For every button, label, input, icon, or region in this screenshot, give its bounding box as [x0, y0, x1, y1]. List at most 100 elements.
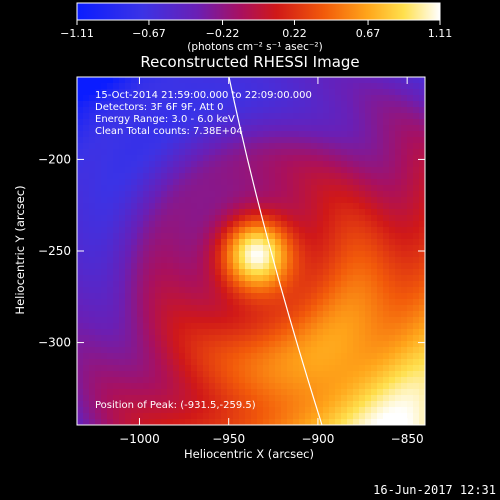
- heatmap-cell: [341, 89, 348, 96]
- heatmap-cell: [281, 215, 288, 222]
- heatmap-cell: [95, 251, 102, 258]
- heatmap-cell: [125, 263, 132, 270]
- heatmap-cell: [323, 191, 330, 198]
- heatmap-cell: [119, 389, 126, 396]
- heatmap-cell: [107, 281, 114, 288]
- heatmap-cell: [179, 113, 186, 120]
- heatmap-cell: [377, 215, 384, 222]
- heatmap-cell: [245, 353, 252, 360]
- heatmap-cell: [173, 203, 180, 210]
- heatmap-cell: [197, 83, 204, 90]
- heatmap-cell: [83, 203, 90, 210]
- heatmap-cell: [77, 197, 84, 204]
- heatmap-cell: [209, 257, 216, 264]
- heatmap-cell: [299, 83, 306, 90]
- heatmap-cell: [395, 131, 402, 138]
- heatmap-cell: [155, 395, 162, 402]
- heatmap-cell: [107, 371, 114, 378]
- heatmap-cell: [341, 347, 348, 354]
- heatmap-cell: [269, 155, 276, 162]
- heatmap-cell: [329, 239, 336, 246]
- heatmap-cell: [131, 245, 138, 252]
- heatmap-cell: [311, 227, 318, 234]
- heatmap-cell: [233, 239, 240, 246]
- heatmap-cell: [179, 125, 186, 132]
- heatmap-cell: [263, 299, 270, 306]
- heatmap-cell: [167, 185, 174, 192]
- heatmap-cell: [383, 317, 390, 324]
- heatmap-cell: [359, 359, 366, 366]
- heatmap-cell: [167, 323, 174, 330]
- heatmap-cell: [203, 185, 210, 192]
- heatmap-cell: [137, 101, 144, 108]
- heatmap-cell: [407, 269, 414, 276]
- heatmap-cell: [317, 347, 324, 354]
- heatmap-cell: [251, 311, 258, 318]
- heatmap-cell: [209, 359, 216, 366]
- heatmap-cell: [149, 209, 156, 216]
- heatmap-cell: [395, 143, 402, 150]
- heatmap-cell: [227, 209, 234, 216]
- heatmap-cell: [83, 89, 90, 96]
- heatmap-cell: [371, 401, 378, 408]
- heatmap-cell: [137, 179, 144, 186]
- heatmap-cell: [269, 113, 276, 120]
- heatmap-cell: [353, 401, 360, 408]
- heatmap-cell: [221, 389, 228, 396]
- heatmap-cell: [95, 77, 102, 84]
- heatmap-cell: [311, 281, 318, 288]
- heatmap-cell: [365, 239, 372, 246]
- heatmap-cell: [365, 311, 372, 318]
- heatmap-cell: [143, 251, 150, 258]
- heatmap-cell: [89, 83, 96, 90]
- heatmap-cell: [335, 221, 342, 228]
- heatmap-cell: [239, 275, 246, 282]
- heatmap-cell: [317, 137, 324, 144]
- heatmap-cell: [311, 167, 318, 174]
- heatmap-cell: [407, 137, 414, 144]
- heatmap-cell: [293, 173, 300, 180]
- heatmap-cell: [299, 119, 306, 126]
- heatmap-cell: [191, 245, 198, 252]
- heatmap-cell: [173, 299, 180, 306]
- heatmap-cell: [311, 239, 318, 246]
- heatmap-cell: [413, 113, 420, 120]
- heatmap-cell: [107, 125, 114, 132]
- heatmap-cell: [269, 371, 276, 378]
- heatmap-cell: [125, 377, 132, 384]
- heatmap-cell: [263, 281, 270, 288]
- heatmap-cell: [269, 263, 276, 270]
- heatmap-cell: [377, 221, 384, 228]
- heatmap-cell: [101, 125, 108, 132]
- heatmap-cell: [119, 137, 126, 144]
- heatmap-cell: [137, 155, 144, 162]
- heatmap-cell: [119, 251, 126, 258]
- heatmap-cell: [323, 395, 330, 402]
- heatmap-cell: [143, 191, 150, 198]
- heatmap-cell: [155, 95, 162, 102]
- heatmap-cell: [371, 131, 378, 138]
- heatmap-cell: [125, 251, 132, 258]
- heatmap-cell: [233, 383, 240, 390]
- heatmap-cell: [287, 263, 294, 270]
- heatmap-cell: [341, 365, 348, 372]
- heatmap-cell: [131, 317, 138, 324]
- heatmap-cell: [329, 335, 336, 342]
- heatmap-cell: [227, 305, 234, 312]
- heatmap-cell: [197, 77, 204, 84]
- heatmap-cell: [179, 95, 186, 102]
- heatmap-cell: [395, 407, 402, 414]
- heatmap-cell: [245, 365, 252, 372]
- heatmap-cell: [149, 371, 156, 378]
- heatmap-cell: [215, 143, 222, 150]
- heatmap-cell: [341, 275, 348, 282]
- heatmap-cell: [227, 89, 234, 96]
- heatmap-cell: [377, 101, 384, 108]
- heatmap-cell: [299, 407, 306, 414]
- heatmap-cell: [191, 401, 198, 408]
- heatmap-cell: [173, 413, 180, 420]
- heatmap-cell: [209, 389, 216, 396]
- heatmap-cell: [209, 107, 216, 114]
- heatmap-cell: [155, 155, 162, 162]
- heatmap-cell: [413, 257, 420, 264]
